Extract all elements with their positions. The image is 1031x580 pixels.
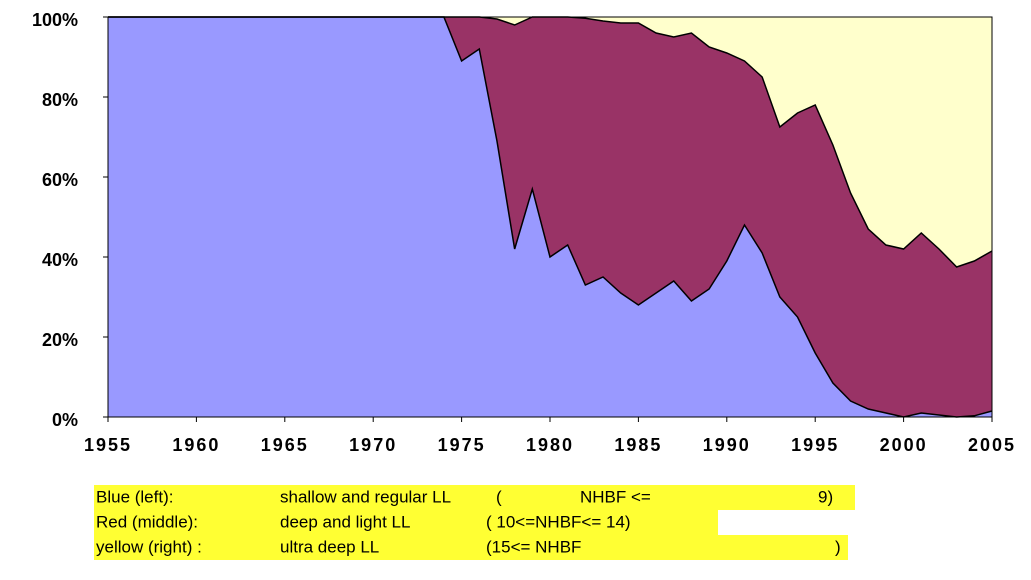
x-tick-label: 1990 [703,435,751,455]
legend-note: ( 10<=NHBF<= 14) [486,512,631,531]
legend-label: Red (middle): [96,512,198,531]
x-tick-label: 1965 [261,435,309,455]
area [108,17,992,267]
legend-note: ) [835,537,841,556]
y-tick-label: 20% [42,330,78,350]
legend-note: ( [496,487,502,506]
area [108,17,992,417]
legend-note: deep and light LL [280,512,410,531]
x-tick-label: 1955 [84,435,132,455]
x-tick-label: 1960 [172,435,220,455]
legend-note: (15<= NHBF [486,537,581,556]
x-tick-label: 2005 [968,435,1016,455]
legend-highlight [94,535,848,560]
x-tick-label: 2000 [880,435,928,455]
x-tick-label: 1980 [526,435,574,455]
y-tick-label: 40% [42,250,78,270]
area [108,17,992,417]
legend-highlight [94,485,855,510]
x-tick-label: 1970 [349,435,397,455]
legend-note: NHBF <= [580,487,651,506]
legend-note: ultra deep LL [280,537,379,556]
legend-note: shallow and regular LL [280,487,451,506]
x-tick-label: 1975 [438,435,486,455]
x-tick-label: 1985 [614,435,662,455]
y-tick-label: 0% [52,410,78,430]
y-tick-label: 100% [32,10,78,30]
legend-note: 9) [818,487,833,506]
legend-label: yellow (right) : [96,537,202,556]
x-tick-label: 1995 [791,435,839,455]
legend-label: Blue (left): [96,487,173,506]
y-tick-label: 60% [42,170,78,190]
legend-highlight [94,510,718,535]
y-tick-label: 80% [42,90,78,110]
